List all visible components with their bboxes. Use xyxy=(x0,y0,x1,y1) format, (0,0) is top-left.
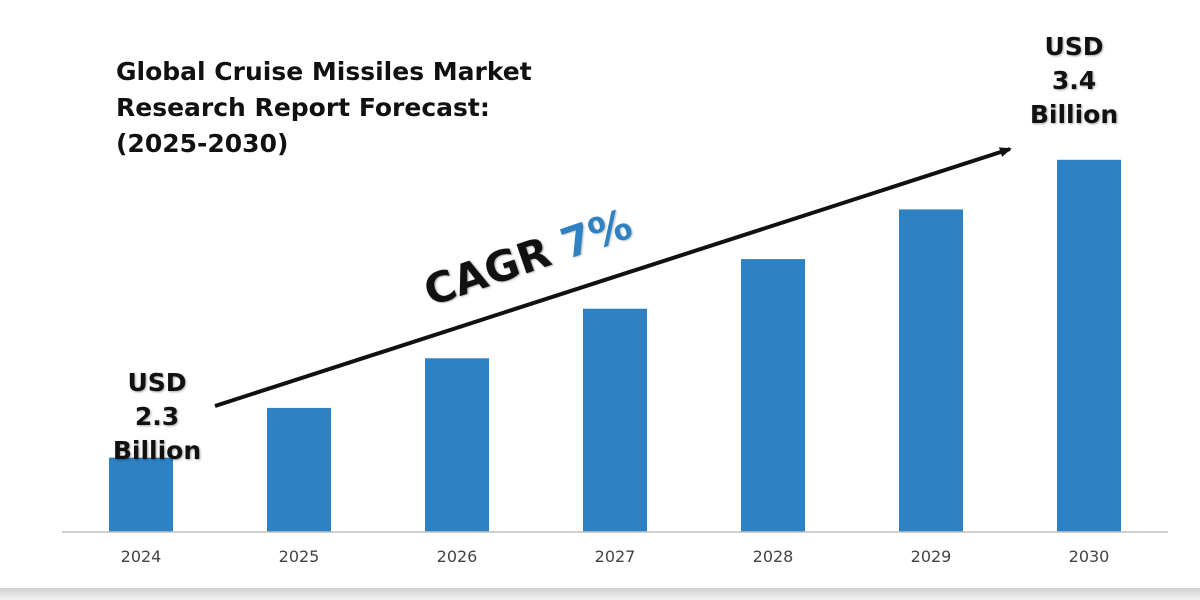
bar-2026 xyxy=(425,358,489,532)
bar-2029 xyxy=(899,209,963,532)
chart-title: Global Cruise Missiles Market Research R… xyxy=(116,57,532,158)
bar-2030 xyxy=(1057,159,1121,533)
bars-layer xyxy=(109,159,1121,533)
footer-divider xyxy=(0,588,1200,600)
start-value-label: USD 2.3 Billion xyxy=(112,368,202,465)
x-tick-label: 2030 xyxy=(1069,547,1110,566)
x-tick-label: 2027 xyxy=(595,547,636,566)
cagr-trend-arrow xyxy=(214,147,1012,408)
bar-2025 xyxy=(267,407,331,532)
x-tick-label: 2029 xyxy=(911,547,952,566)
x-tick-label: 2024 xyxy=(121,547,162,566)
x-tick-label: 2026 xyxy=(437,547,478,566)
bar-2024 xyxy=(109,457,173,532)
bar-2028 xyxy=(741,259,805,532)
end-value-label: USD 3.4 Billion xyxy=(1029,32,1119,129)
bar-2027 xyxy=(583,308,647,532)
x-tick-labels: 2024 2025 2026 2027 2028 2029 2030 xyxy=(121,547,1110,566)
x-tick-label: 2025 xyxy=(279,547,320,566)
x-tick-label: 2028 xyxy=(753,547,794,566)
